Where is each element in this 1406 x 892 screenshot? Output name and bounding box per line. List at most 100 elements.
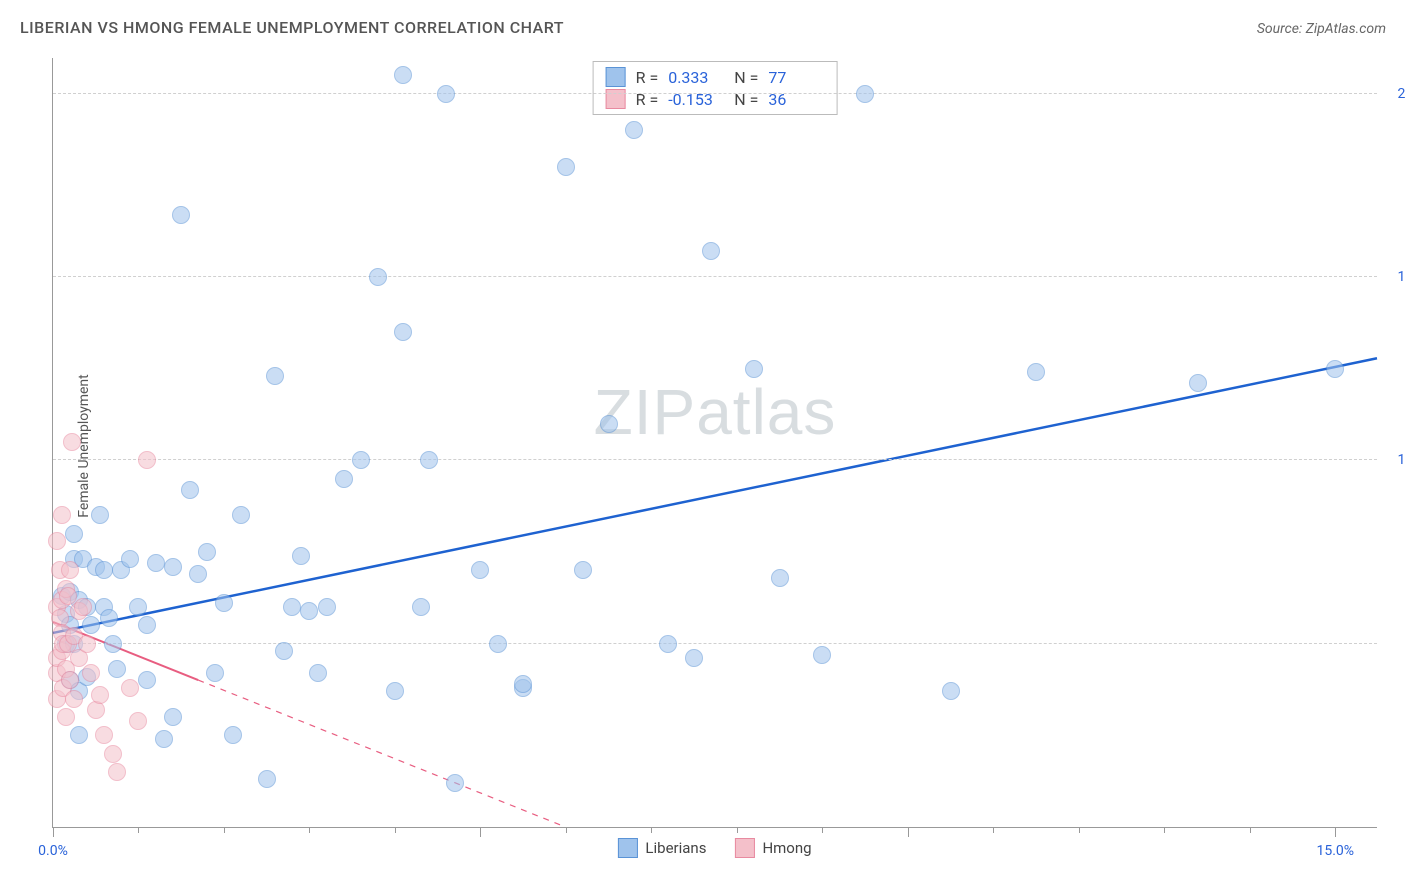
data-point (108, 763, 126, 781)
series-legend-item: Liberians (617, 838, 706, 858)
data-point (659, 635, 677, 653)
data-point (771, 569, 789, 587)
data-point (74, 598, 92, 616)
data-point (215, 594, 233, 612)
x-minor-tick (1079, 827, 1080, 833)
data-point (108, 660, 126, 678)
data-point (292, 547, 310, 565)
x-tick-mark (1335, 827, 1336, 837)
stats-legend: R =0.333N =77R =-0.153N =36 (593, 61, 838, 115)
gridline (53, 276, 1377, 277)
data-point (369, 268, 387, 286)
header: LIBERIAN VS HMONG FEMALE UNEMPLOYMENT CO… (20, 18, 1386, 37)
data-point (300, 602, 318, 620)
x-minor-tick (822, 827, 823, 833)
data-point (65, 690, 83, 708)
data-point (394, 66, 412, 84)
source-label: Source: ZipAtlas.com (1257, 21, 1386, 37)
data-point (65, 525, 83, 543)
data-point (121, 679, 139, 697)
data-point (942, 682, 960, 700)
data-point (91, 686, 109, 704)
r-value: 0.333 (668, 68, 724, 87)
data-point (685, 649, 703, 667)
data-point (489, 635, 507, 653)
data-point (82, 616, 100, 634)
x-minor-tick (395, 827, 396, 833)
data-point (283, 598, 301, 616)
data-point (600, 415, 618, 433)
data-point (57, 708, 75, 726)
data-point (48, 532, 66, 550)
data-point (138, 671, 156, 689)
x-minor-tick (1250, 827, 1251, 833)
data-point (147, 554, 165, 572)
x-tick-mark (908, 827, 909, 837)
data-point (164, 558, 182, 576)
data-point (172, 206, 190, 224)
legend-swatch (606, 67, 626, 87)
data-point (318, 598, 336, 616)
data-point (100, 609, 118, 627)
x-minor-tick (1164, 827, 1165, 833)
data-point (91, 506, 109, 524)
trend-lines (53, 58, 1377, 827)
x-tick-label: 15.0% (1316, 843, 1354, 859)
data-point (61, 561, 79, 579)
r-label: R = (636, 68, 659, 87)
series-legend: Liberians Hmong (617, 838, 811, 858)
data-point (189, 565, 207, 583)
data-point (386, 682, 404, 700)
y-tick-label: 15.0% (1383, 269, 1406, 285)
data-point (557, 158, 575, 176)
data-point (104, 635, 122, 653)
data-point (78, 635, 96, 653)
data-point (352, 451, 370, 469)
gridline (53, 459, 1377, 460)
x-minor-tick (224, 827, 225, 833)
series-legend-item: Hmong (734, 838, 811, 858)
data-point (856, 85, 874, 103)
chart-area: ZIPatlas R =0.333N =77R =-0.153N =36 5.0… (52, 58, 1377, 828)
data-point (198, 543, 216, 561)
x-minor-tick (993, 827, 994, 833)
stats-legend-row: R =0.333N =77 (606, 66, 825, 88)
data-point (1326, 360, 1344, 378)
watermark: ZIPatlas (594, 375, 837, 449)
data-point (258, 770, 276, 788)
data-point (61, 671, 79, 689)
data-point (1189, 374, 1207, 392)
data-point (129, 712, 147, 730)
trend-line (198, 680, 565, 827)
data-point (206, 664, 224, 682)
data-point (266, 367, 284, 385)
trend-line (53, 358, 1377, 633)
data-point (82, 664, 100, 682)
data-point (155, 730, 173, 748)
chart-title: LIBERIAN VS HMONG FEMALE UNEMPLOYMENT CO… (20, 18, 564, 37)
x-minor-tick (651, 827, 652, 833)
data-point (70, 726, 88, 744)
gridline (53, 93, 1377, 94)
x-tick-mark (53, 827, 54, 837)
data-point (574, 561, 592, 579)
data-point (95, 726, 113, 744)
legend-swatch (734, 838, 754, 858)
data-point (437, 85, 455, 103)
x-minor-tick (138, 827, 139, 833)
data-point (138, 451, 156, 469)
data-point (95, 561, 113, 579)
data-point (702, 242, 720, 260)
data-point (625, 121, 643, 139)
data-point (514, 675, 532, 693)
data-point (63, 433, 81, 451)
data-point (232, 506, 250, 524)
data-point (138, 616, 156, 634)
data-point (745, 360, 763, 378)
data-point (335, 470, 353, 488)
data-point (471, 561, 489, 579)
series-label: Liberians (645, 839, 706, 857)
y-tick-label: 20.0% (1383, 86, 1406, 102)
watermark-part2: atlas (696, 376, 836, 448)
data-point (275, 642, 293, 660)
